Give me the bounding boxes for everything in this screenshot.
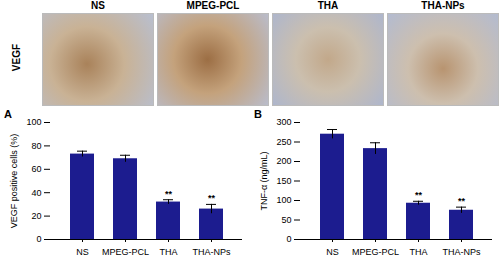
svg-text:THA: THA (410, 247, 428, 257)
svg-text:**: ** (415, 190, 423, 200)
html-text:B: B (254, 108, 262, 120)
svg-text:40: 40 (31, 188, 41, 198)
html-text:VEGF: VEGF (10, 43, 22, 72)
svg-text:0: 0 (286, 234, 291, 244)
html-text:NS: NS (91, 0, 105, 11)
svg-text:100: 100 (26, 117, 41, 127)
svg-text:VEGF positive cells (%): VEGF positive cells (%) (9, 134, 19, 229)
svg-text:50: 50 (281, 215, 291, 225)
svg-text:80: 80 (31, 141, 41, 151)
svg-text:200: 200 (276, 156, 291, 166)
svg-text:300: 300 (276, 117, 291, 127)
html-text:THA: THA (317, 0, 339, 11)
svg-text:NS: NS (76, 247, 89, 257)
svg-text:MPEG-PCL: MPEG-PCL (352, 247, 399, 257)
svg-text:100: 100 (276, 195, 291, 205)
html-text:A: A (4, 108, 12, 120)
svg-text:60: 60 (31, 164, 41, 174)
svg-text:**: ** (458, 196, 466, 206)
svg-text:20: 20 (31, 211, 41, 221)
svg-text:TNF-α (ng/mL): TNF-α (ng/mL) (259, 151, 269, 210)
svg-text:150: 150 (276, 176, 291, 186)
svg-text:0: 0 (36, 234, 41, 244)
svg-text:**: ** (165, 189, 173, 199)
svg-text:NS: NS (326, 247, 339, 257)
svg-text:MPEG-PCL: MPEG-PCL (102, 247, 149, 257)
svg-text:THA-NPs: THA-NPs (193, 247, 231, 257)
svg-text:THA-NPs: THA-NPs (443, 247, 481, 257)
svg-text:THA: THA (160, 247, 178, 257)
html-text:MPEG-PCL: MPEG-PCL (186, 0, 240, 11)
svg-text:**: ** (208, 193, 216, 203)
html-text:THA-NPs: THA-NPs (421, 0, 465, 11)
svg-text:250: 250 (276, 137, 291, 147)
